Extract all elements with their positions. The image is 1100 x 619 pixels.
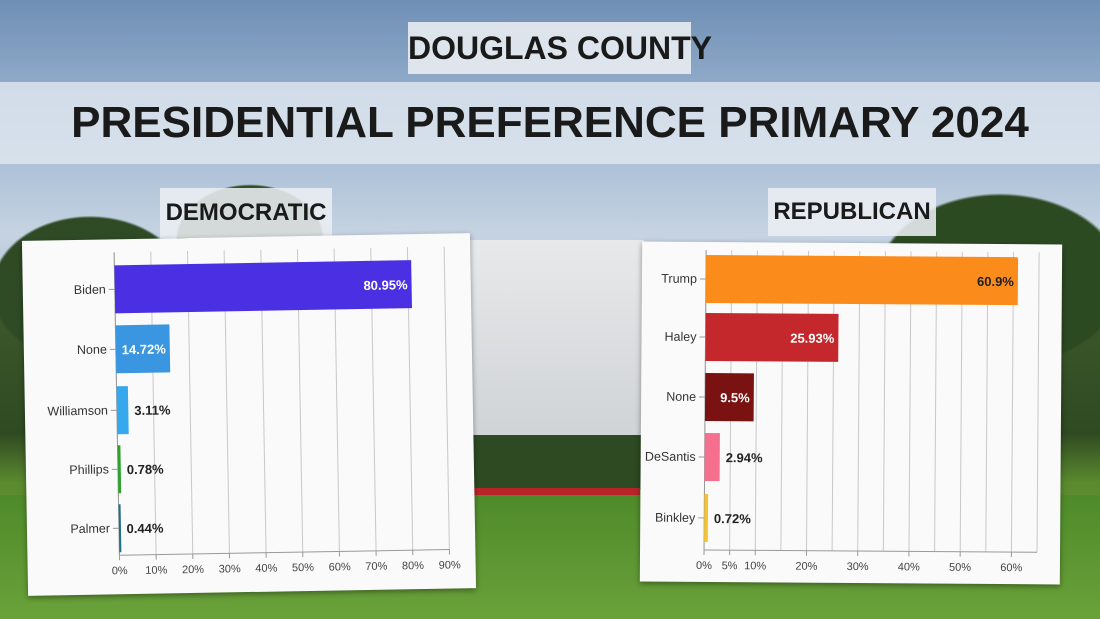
category-label: Binkley bbox=[655, 511, 696, 525]
bar-trump bbox=[705, 254, 1019, 306]
x-tick-label: 90% bbox=[439, 559, 461, 571]
data-label: 25.93% bbox=[790, 331, 835, 346]
x-tick-label: 0% bbox=[112, 565, 128, 577]
x-tick-label: 20% bbox=[182, 564, 204, 576]
x-tick-label: 40% bbox=[898, 561, 920, 573]
republican-chart: 0% 5% 10% 20% 30% 40% 50% 60% Trump 60.9% Haley 25.… bbox=[645, 249, 1040, 574]
x-tick-label: 10% bbox=[744, 560, 766, 572]
democratic-title: DEMOCRATIC bbox=[165, 199, 327, 226]
x-tick-label: 10% bbox=[145, 564, 167, 576]
bar-haley bbox=[705, 312, 839, 362]
gridline bbox=[1036, 252, 1040, 553]
bar-none bbox=[704, 372, 754, 422]
category-label: DeSantis bbox=[645, 450, 696, 464]
x-tick-label: 30% bbox=[219, 563, 241, 575]
bar-biden bbox=[114, 260, 412, 314]
white-house-image bbox=[462, 240, 644, 440]
county-banner: DOUGLAS COUNTY bbox=[408, 22, 712, 74]
x-tick-label: 50% bbox=[949, 562, 971, 574]
data-label: 14.72% bbox=[122, 341, 167, 357]
data-label: 60.9% bbox=[977, 274, 1014, 289]
republican-chart-panel: 0% 5% 10% 20% 30% 40% 50% 60% Trump 60.9% Haley 25.… bbox=[639, 241, 1063, 585]
county-title: DOUGLAS COUNTY bbox=[408, 30, 712, 66]
category-label: Phillips bbox=[69, 462, 109, 477]
category-label: Haley bbox=[665, 330, 698, 344]
category-label: Trump bbox=[661, 272, 697, 286]
bar-williamson bbox=[116, 386, 129, 435]
x-tick-label: 80% bbox=[402, 560, 424, 572]
data-label: 9.5% bbox=[720, 390, 750, 405]
x-axis bbox=[704, 549, 1038, 553]
data-label: 0.44% bbox=[126, 521, 164, 537]
category-label: Biden bbox=[74, 282, 106, 297]
page-title: PRESIDENTIAL PREFERENCE PRIMARY 2024 bbox=[71, 98, 1029, 147]
x-tick-label: 60% bbox=[1000, 562, 1022, 574]
x-tick-label: 60% bbox=[329, 561, 351, 573]
category-label: None bbox=[666, 390, 696, 404]
gridline bbox=[443, 246, 450, 550]
data-label: 80.95% bbox=[363, 277, 408, 293]
democratic-label: DEMOCRATIC bbox=[160, 188, 332, 238]
background-hedge bbox=[462, 435, 644, 490]
category-label: Williamson bbox=[47, 403, 108, 418]
bar-binkley bbox=[704, 493, 709, 543]
bar-palmer bbox=[118, 504, 122, 553]
data-label: 0.72% bbox=[714, 511, 751, 526]
democratic-chart-panel: 0% 10% 20% 30% 40% 50% 60% 70% 80% 90% Biden 80.95%… bbox=[21, 233, 477, 596]
x-axis bbox=[119, 549, 450, 556]
x-tick-label: 5% bbox=[722, 560, 738, 572]
x-tick-label: 40% bbox=[255, 563, 277, 575]
x-tick-label: 70% bbox=[365, 561, 387, 573]
bar-desantis bbox=[704, 432, 720, 482]
background-flowers bbox=[470, 488, 640, 498]
democratic-chart: 0% 10% 20% 30% 40% 50% 60% 70% 80% 90% Biden 80.95%… bbox=[47, 246, 461, 577]
category-label: None bbox=[77, 342, 107, 357]
data-label: 0.78% bbox=[127, 461, 165, 477]
republican-label: REPUBLICAN bbox=[768, 188, 936, 236]
category-label: Palmer bbox=[70, 521, 110, 536]
data-label: 3.11% bbox=[134, 402, 171, 418]
x-tick-label: 30% bbox=[847, 561, 869, 573]
bar-phillips bbox=[117, 445, 122, 494]
republican-title: REPUBLICAN bbox=[773, 198, 931, 225]
data-label: 2.94% bbox=[726, 450, 763, 465]
title-banner: PRESIDENTIAL PREFERENCE PRIMARY 2024 bbox=[0, 82, 1100, 164]
x-tick-label: 0% bbox=[696, 560, 712, 572]
x-tick-label: 50% bbox=[292, 562, 314, 574]
bar-none bbox=[115, 324, 171, 374]
x-tick-label: 20% bbox=[795, 561, 817, 573]
